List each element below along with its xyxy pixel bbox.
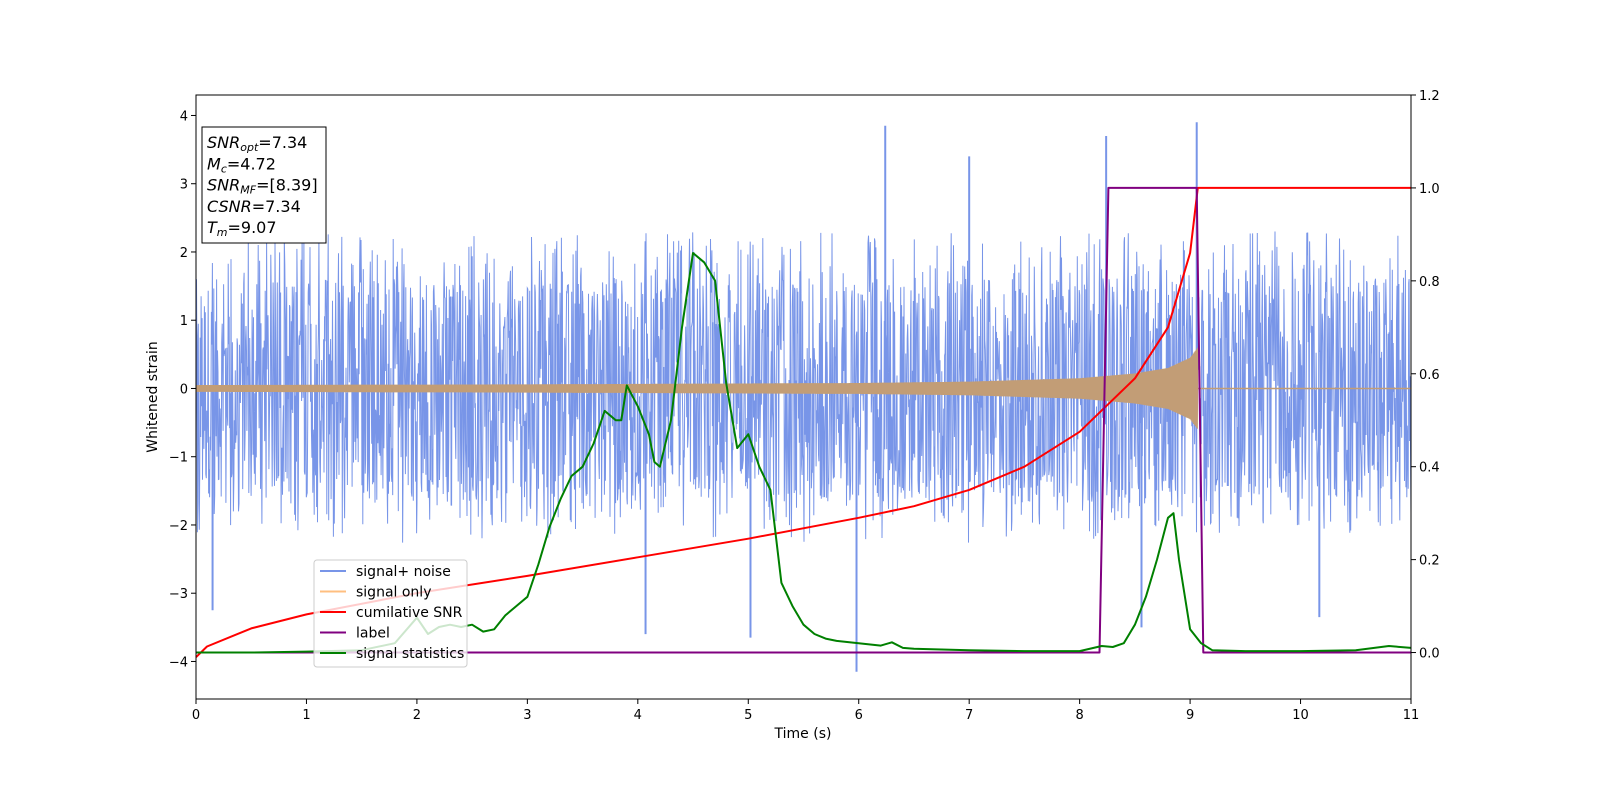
series-signal-statistics bbox=[196, 252, 1412, 654]
info-line-0: SNRopt=7.34 bbox=[207, 133, 307, 154]
x-axis-label: Time (s) bbox=[774, 726, 832, 742]
series-label bbox=[196, 186, 1411, 654]
x-tick-label: 7 bbox=[965, 708, 973, 723]
y-left-tick-label: −1 bbox=[169, 451, 188, 466]
y-left-tick-label: 4 bbox=[180, 109, 188, 124]
y-left-tick-label: 2 bbox=[180, 246, 188, 261]
x-tick-label: 9 bbox=[1186, 708, 1194, 723]
y-left-tick-label: −4 bbox=[169, 655, 188, 670]
info-line-1: Mc=4.72 bbox=[207, 154, 276, 175]
legend-label-signal-statistics: signal statistics bbox=[356, 646, 464, 662]
signal-only-layer bbox=[195, 347, 1411, 429]
x-tick-label: 1 bbox=[302, 708, 310, 723]
legend-label-cumilative-snr: cumilative SNR bbox=[356, 605, 463, 621]
y-right-tick-label: 1.2 bbox=[1419, 89, 1440, 104]
y-left-tick-label: 3 bbox=[180, 178, 188, 193]
info-line-2: SNRMF=[8.39] bbox=[207, 176, 318, 197]
y-right-tick-label: 0.4 bbox=[1419, 461, 1440, 476]
axes-layer: 0 1 2 3 4 5 6 7 8 9 10 11 −4 −3 −2 −1 0 1 2 3 4 0.0 0.2 0.4 0.6 0… bbox=[169, 89, 1440, 723]
y-left-tick-label: −3 bbox=[169, 587, 188, 602]
legend-label-signal-only: signal only bbox=[356, 585, 431, 601]
info-box-frame bbox=[201, 126, 327, 244]
x-tick-label: 8 bbox=[1075, 708, 1083, 723]
y-axis-label: Whitened strain bbox=[145, 341, 161, 452]
x-tick-label: 4 bbox=[634, 708, 642, 723]
x-tick-label: 5 bbox=[744, 708, 752, 723]
y-left-tick-label: 0 bbox=[180, 382, 188, 397]
x-tick-label: 0 bbox=[192, 708, 200, 723]
y-right-tick-label: 0.6 bbox=[1419, 368, 1440, 383]
y-right-tick-label: 0.0 bbox=[1419, 647, 1440, 662]
series-signal-only bbox=[195, 347, 1199, 429]
y-right-tick-label: 1.0 bbox=[1419, 182, 1440, 197]
y-right-tick-label: 0.2 bbox=[1419, 554, 1440, 569]
x-tick-label: 10 bbox=[1292, 708, 1309, 723]
y-left-tick-label: 1 bbox=[180, 314, 188, 329]
y-right-tick-label: 0.8 bbox=[1419, 275, 1440, 290]
legend-box bbox=[313, 559, 468, 668]
x-tick-label: 3 bbox=[523, 708, 531, 723]
series-signal-noise bbox=[195, 231, 1412, 543]
legend-label-signal-noise: signal+ noise bbox=[356, 564, 451, 580]
plot-frame bbox=[195, 94, 1412, 700]
x-tick-label: 6 bbox=[855, 708, 863, 723]
x-tick-label: 2 bbox=[413, 708, 421, 723]
series-cumilative-snr bbox=[195, 186, 1411, 658]
info-line-4: Tm=9.07 bbox=[207, 218, 277, 239]
info-line-3: CSNR=7.34 bbox=[207, 197, 301, 216]
x-tick-label: 11 bbox=[1403, 708, 1420, 723]
y-left-tick-label: −2 bbox=[169, 519, 188, 534]
legend: signal+ noise signal only cumilative SNR la… bbox=[313, 559, 468, 668]
legend-label-label: label bbox=[356, 626, 390, 642]
line-layer bbox=[195, 186, 1412, 658]
